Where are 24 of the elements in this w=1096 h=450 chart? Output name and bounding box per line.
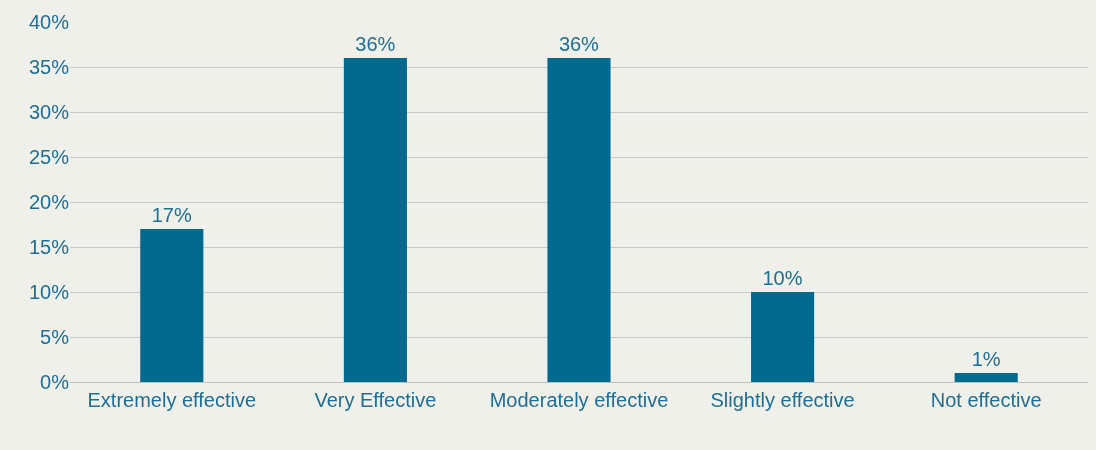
data-label: 1%	[971, 348, 1001, 370]
bar	[954, 373, 1018, 382]
data-label: 36%	[558, 33, 600, 55]
y-tick-label: 15%	[28, 236, 70, 258]
x-tick-label: Not effective	[930, 389, 1042, 411]
bar	[547, 58, 611, 382]
bar	[343, 58, 407, 382]
x-tick-label: Very Effective	[314, 389, 437, 411]
bar	[751, 292, 815, 382]
y-tick-label: 40%	[28, 11, 70, 33]
y-tick-label: 20%	[28, 191, 70, 213]
y-tick-label: 25%	[28, 146, 70, 168]
x-tick-label: Extremely effective	[87, 389, 257, 411]
y-tick-label: 10%	[28, 281, 70, 303]
y-tick-label: 0%	[40, 371, 70, 393]
x-tick-label: Moderately effective	[489, 389, 669, 411]
bar	[140, 229, 204, 382]
x-tick-label: Slightly effective	[710, 389, 855, 411]
data-label: 36%	[355, 33, 396, 55]
y-tick-label: 5%	[40, 326, 70, 348]
data-label: 17%	[151, 204, 192, 226]
data-label: 10%	[762, 267, 803, 289]
y-tick-label: 30%	[28, 101, 70, 123]
y-tick-label: 35%	[28, 56, 70, 78]
